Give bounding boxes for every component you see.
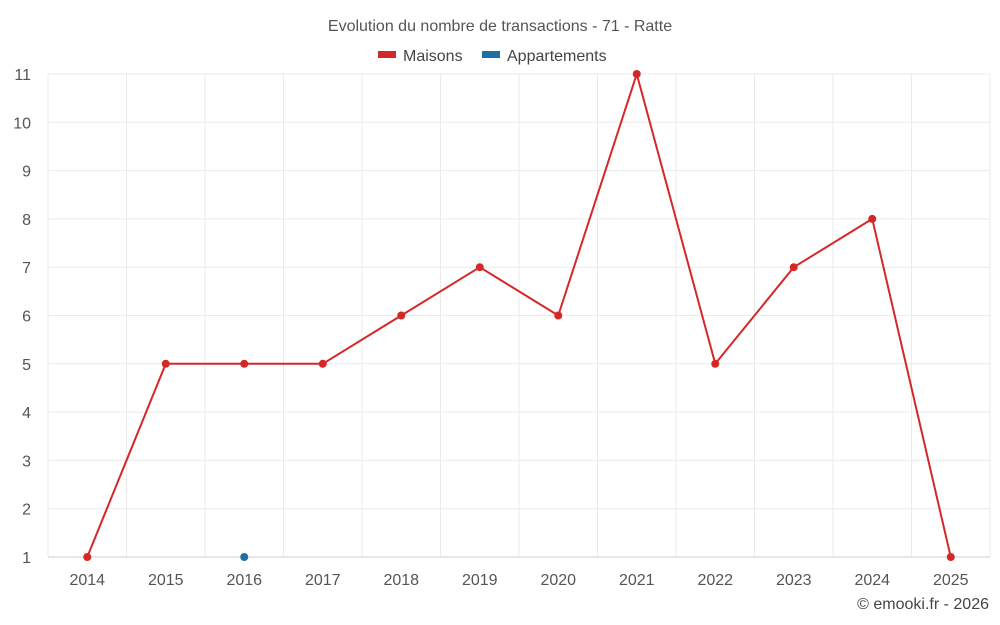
legend-swatch-maisons: [378, 51, 396, 58]
y-tick-label: 7: [22, 260, 31, 277]
data-point-maisons[interactable]: [632, 70, 641, 78]
y-tick-label: 2: [22, 502, 31, 519]
x-tick-label: 2023: [776, 572, 812, 589]
data-point-maisons[interactable]: [868, 214, 877, 223]
data-point-maisons[interactable]: [946, 553, 955, 561]
x-tick-label: 2019: [462, 572, 498, 589]
legend-item-maisons[interactable]: Maisons: [378, 48, 463, 65]
y-tick-label: 10: [13, 115, 31, 132]
y-tick-label: 4: [22, 405, 31, 422]
data-point-maisons[interactable]: [554, 311, 563, 320]
x-tick-label: 2024: [854, 572, 890, 589]
data-point-maisons[interactable]: [711, 359, 720, 368]
series-line-maisons: [86, 73, 952, 558]
y-tick-label: 1: [22, 550, 31, 567]
x-tick-label: 2017: [305, 572, 341, 589]
y-tick-label: 8: [22, 212, 31, 229]
x-tick-label: 2015: [148, 572, 184, 589]
y-tick-label: 5: [22, 357, 31, 374]
data-point-maisons[interactable]: [318, 359, 327, 368]
y-tick-label: 6: [22, 309, 31, 326]
legend-swatch-appartements: [482, 51, 500, 58]
data-point-maisons[interactable]: [240, 359, 249, 368]
y-tick-label: 3: [22, 453, 31, 470]
x-tick-label: 2018: [383, 572, 419, 589]
data-point-appartements[interactable]: [240, 553, 249, 561]
x-tick-label: 2016: [226, 572, 262, 589]
chart-title: Evolution du nombre de transactions - 71…: [328, 18, 672, 35]
data-point-maisons[interactable]: [83, 553, 92, 561]
data-point-maisons[interactable]: [161, 359, 170, 368]
data-point-maisons[interactable]: [397, 311, 406, 320]
x-tick-label: 2021: [619, 572, 655, 589]
x-tick-label: 2025: [933, 572, 969, 589]
legend-label-maisons: Maisons: [403, 48, 463, 65]
x-tick-label: 2022: [697, 572, 733, 589]
x-tick-label: 2014: [69, 572, 105, 589]
x-tick-label: 2020: [540, 572, 576, 589]
y-tick-label: 11: [14, 67, 31, 84]
legend-label-appartements: Appartements: [507, 48, 607, 65]
axes: 1 2 3 4 5 6 7 8 9 10 11 2014 2015 2016 2017 2018 2019 202…: [13, 67, 990, 589]
y-tick-label: 9: [22, 164, 31, 181]
legend-item-appartements[interactable]: Appartements: [482, 48, 607, 65]
gridlines: [47, 73, 991, 557]
data-point-maisons[interactable]: [789, 263, 798, 272]
credit-text: © emooki.fr - 2026: [857, 596, 989, 613]
plot-area: [83, 70, 955, 561]
data-point-maisons[interactable]: [475, 263, 484, 272]
legend: Maisons Appartements: [378, 48, 607, 65]
